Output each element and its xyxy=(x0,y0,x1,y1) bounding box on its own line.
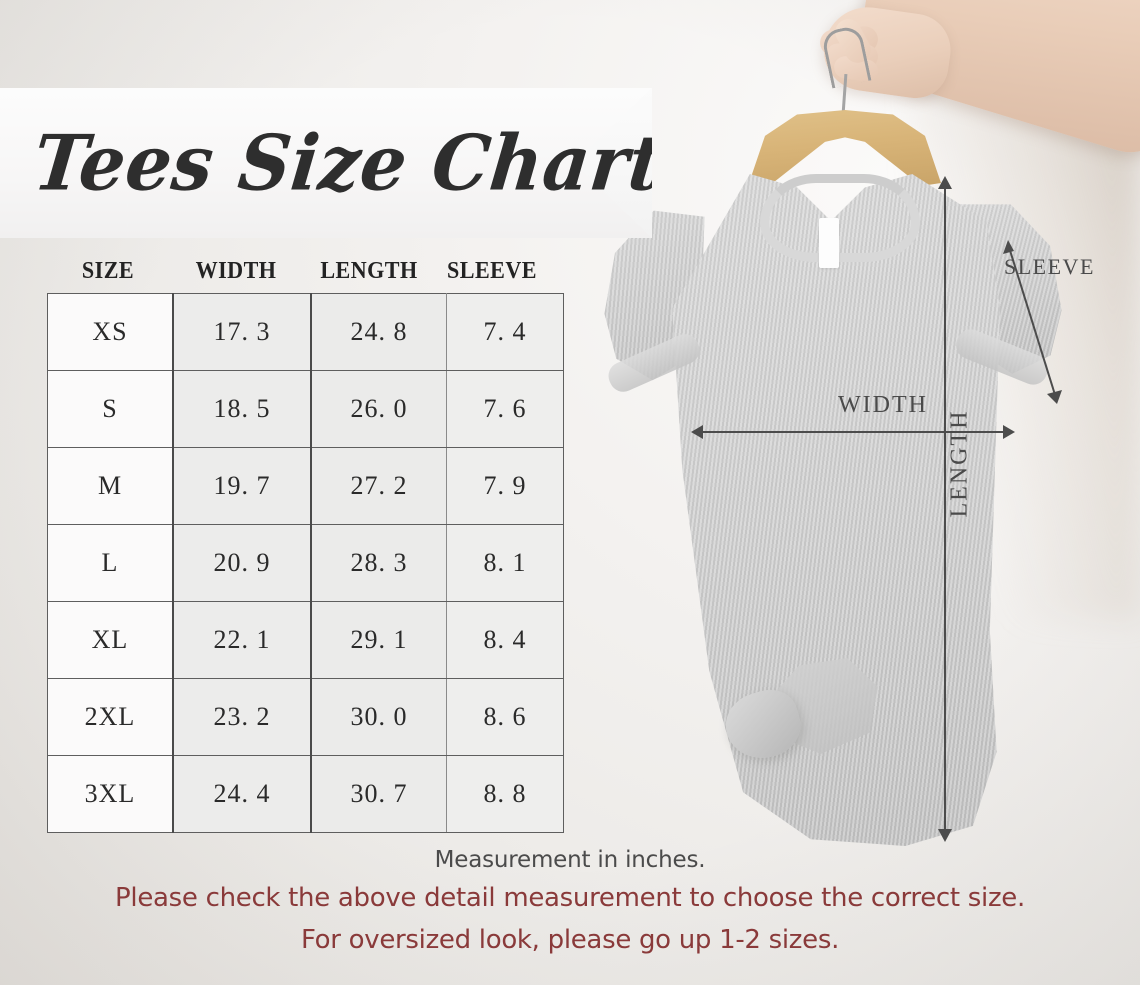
cell-size: S xyxy=(47,370,174,448)
cell-width: 23. 2 xyxy=(172,678,312,756)
length-arrow-up-icon xyxy=(938,176,952,189)
table-row: M 19. 7 27. 2 7. 9 xyxy=(47,447,564,525)
size-table: XS 17. 3 24. 8 7. 4 S 18. 5 26. 0 7. 6 M… xyxy=(47,293,564,833)
width-annotation-label: WIDTH xyxy=(838,392,928,418)
tshirt-photo xyxy=(592,158,1070,848)
column-header-sleeve: SLEEVE xyxy=(447,258,537,284)
sleeve-annotation-label: SLEEVE xyxy=(1004,254,1095,279)
cell-width: 19. 7 xyxy=(172,447,312,525)
cell-sleeve: 8. 1 xyxy=(446,524,564,602)
column-header-width: WIDTH xyxy=(195,258,277,284)
cell-width: 18. 5 xyxy=(172,370,312,448)
cell-length: 27. 2 xyxy=(310,447,447,525)
cell-size: 2XL xyxy=(47,678,174,756)
table-row: 3XL 24. 4 30. 7 8. 8 xyxy=(47,755,564,833)
cell-length: 30. 7 xyxy=(310,755,447,833)
length-measure-line xyxy=(944,188,946,836)
cell-sleeve: 8. 6 xyxy=(446,678,564,756)
cell-length: 28. 3 xyxy=(310,524,447,602)
sleeve-measure-arrow-icon xyxy=(1003,240,1062,404)
cell-size: 3XL xyxy=(47,755,174,833)
width-measure-line xyxy=(697,431,1009,433)
cell-width: 20. 9 xyxy=(172,524,312,602)
table-row: S 18. 5 26. 0 7. 6 xyxy=(47,370,564,448)
cell-width: 24. 4 xyxy=(172,755,312,833)
cell-sleeve: 7. 6 xyxy=(446,370,564,448)
cell-sleeve: 7. 4 xyxy=(446,293,564,371)
tshirt-neck-tag xyxy=(819,218,839,268)
length-annotation-label: LENGTH xyxy=(946,409,973,518)
cell-size: XL xyxy=(47,601,174,679)
cell-sleeve: 8. 4 xyxy=(446,601,564,679)
page-title: Tees Size Chart xyxy=(29,117,668,208)
caption-block: Measurement in inches. Please check the … xyxy=(0,845,1140,958)
title-ribbon: Tees Size Chart xyxy=(0,88,652,238)
caption-measurement-unit: Measurement in inches. xyxy=(434,847,706,873)
table-row: XS 17. 3 24. 8 7. 4 xyxy=(47,293,564,371)
cell-sleeve: 8. 8 xyxy=(446,755,564,833)
width-arrow-left-icon xyxy=(691,425,703,439)
table-row: XL 22. 1 29. 1 8. 4 xyxy=(47,601,564,679)
table-row: L 20. 9 28. 3 8. 1 xyxy=(47,524,564,602)
column-header-size: SIZE xyxy=(81,258,135,284)
cell-sleeve: 7. 9 xyxy=(446,447,564,525)
cell-length: 24. 8 xyxy=(310,293,447,371)
title-ribbon-shape xyxy=(0,88,652,238)
cell-size: XS xyxy=(47,293,174,371)
cell-length: 30. 0 xyxy=(310,678,447,756)
cell-width: 17. 3 xyxy=(172,293,312,371)
cell-length: 29. 1 xyxy=(310,601,447,679)
size-table-headers: SIZE WIDTH LENGTH SLEEVE xyxy=(47,258,549,285)
table-row: 2XL 23. 2 30. 0 8. 6 xyxy=(47,678,564,756)
length-arrow-down-icon xyxy=(938,829,952,842)
caption-oversized-advice: For oversized look, please go up 1-2 siz… xyxy=(300,924,840,955)
width-arrow-right-icon xyxy=(1003,425,1015,439)
caption-check-measurement: Please check the above detail measuremen… xyxy=(115,882,1025,913)
tshirt-collar xyxy=(760,174,920,262)
cell-width: 22. 1 xyxy=(172,601,312,679)
cell-size: L xyxy=(47,524,174,602)
cell-size: M xyxy=(47,447,174,525)
cell-length: 26. 0 xyxy=(310,370,447,448)
column-header-length: LENGTH xyxy=(320,258,418,284)
